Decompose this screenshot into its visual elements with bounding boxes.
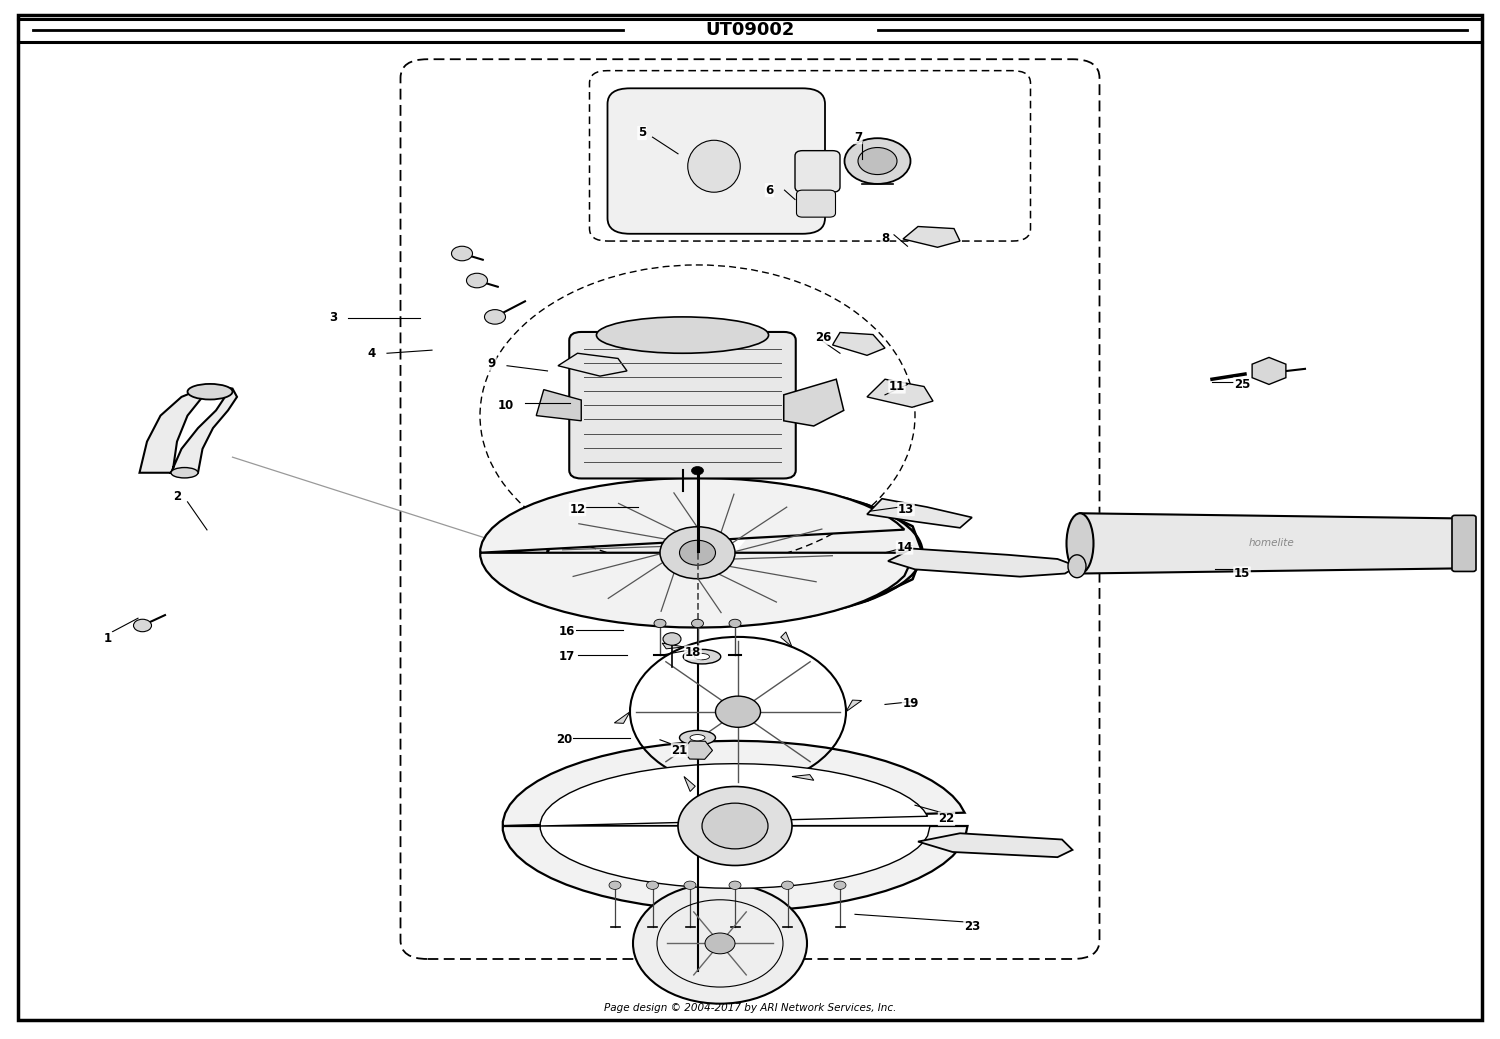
Ellipse shape bbox=[682, 649, 720, 664]
Polygon shape bbox=[558, 353, 627, 376]
FancyBboxPatch shape bbox=[795, 151, 840, 192]
Polygon shape bbox=[684, 776, 696, 792]
Text: 16: 16 bbox=[560, 625, 574, 638]
Ellipse shape bbox=[687, 140, 741, 192]
Circle shape bbox=[692, 467, 703, 475]
FancyBboxPatch shape bbox=[608, 88, 825, 234]
Text: 4: 4 bbox=[368, 347, 376, 359]
Text: 13: 13 bbox=[898, 503, 914, 515]
Circle shape bbox=[844, 138, 910, 184]
Text: 3: 3 bbox=[328, 312, 338, 324]
Ellipse shape bbox=[1068, 555, 1086, 578]
Circle shape bbox=[134, 619, 152, 632]
Text: ARI: ARI bbox=[608, 431, 952, 608]
Text: 15: 15 bbox=[1234, 567, 1250, 580]
Polygon shape bbox=[867, 379, 933, 407]
Circle shape bbox=[705, 933, 735, 954]
Text: 7: 7 bbox=[853, 131, 862, 143]
Text: 23: 23 bbox=[964, 921, 980, 933]
Ellipse shape bbox=[694, 654, 709, 660]
Polygon shape bbox=[662, 643, 684, 648]
Circle shape bbox=[609, 881, 621, 889]
Polygon shape bbox=[780, 632, 792, 647]
Text: 14: 14 bbox=[897, 541, 912, 554]
FancyBboxPatch shape bbox=[796, 190, 836, 217]
Text: 6: 6 bbox=[765, 184, 774, 196]
Circle shape bbox=[834, 881, 846, 889]
Polygon shape bbox=[918, 833, 1072, 857]
Circle shape bbox=[660, 527, 735, 579]
Text: 21: 21 bbox=[672, 744, 687, 756]
Polygon shape bbox=[140, 387, 237, 473]
Ellipse shape bbox=[690, 735, 705, 741]
Circle shape bbox=[702, 803, 768, 849]
Text: 18: 18 bbox=[686, 646, 700, 659]
Text: 12: 12 bbox=[570, 503, 585, 515]
Text: 17: 17 bbox=[560, 650, 574, 663]
Text: 1: 1 bbox=[104, 633, 112, 645]
FancyBboxPatch shape bbox=[18, 15, 1482, 1020]
Polygon shape bbox=[846, 700, 861, 712]
Circle shape bbox=[692, 619, 703, 628]
Text: Page design © 2004-2017 by ARI Network Services, Inc.: Page design © 2004-2017 by ARI Network S… bbox=[604, 1003, 896, 1013]
Circle shape bbox=[858, 148, 897, 175]
Circle shape bbox=[452, 246, 472, 261]
Polygon shape bbox=[888, 549, 1077, 577]
Circle shape bbox=[729, 619, 741, 628]
Ellipse shape bbox=[188, 384, 232, 400]
Text: 20: 20 bbox=[556, 734, 572, 746]
Polygon shape bbox=[1080, 513, 1462, 574]
Wedge shape bbox=[642, 423, 828, 553]
Polygon shape bbox=[615, 712, 630, 723]
Text: 9: 9 bbox=[488, 357, 496, 370]
Text: 10: 10 bbox=[498, 399, 513, 411]
Ellipse shape bbox=[680, 730, 716, 745]
Polygon shape bbox=[792, 775, 814, 780]
Text: 8: 8 bbox=[880, 233, 890, 245]
Text: 26: 26 bbox=[816, 331, 831, 344]
Circle shape bbox=[663, 633, 681, 645]
Polygon shape bbox=[783, 379, 843, 426]
Polygon shape bbox=[833, 332, 885, 355]
Polygon shape bbox=[503, 741, 968, 911]
FancyBboxPatch shape bbox=[570, 332, 795, 479]
Circle shape bbox=[782, 881, 794, 889]
Ellipse shape bbox=[597, 317, 768, 353]
Circle shape bbox=[633, 883, 807, 1004]
Polygon shape bbox=[537, 390, 582, 421]
FancyBboxPatch shape bbox=[590, 71, 1030, 241]
Polygon shape bbox=[903, 227, 960, 247]
FancyBboxPatch shape bbox=[1452, 515, 1476, 571]
Circle shape bbox=[484, 310, 506, 324]
Circle shape bbox=[716, 696, 760, 727]
Circle shape bbox=[678, 787, 792, 865]
Text: 22: 22 bbox=[939, 812, 954, 825]
Text: 19: 19 bbox=[903, 697, 918, 710]
Ellipse shape bbox=[1066, 513, 1094, 574]
Ellipse shape bbox=[171, 468, 198, 478]
Text: 25: 25 bbox=[1234, 378, 1250, 391]
Text: homelite: homelite bbox=[1250, 538, 1294, 549]
Polygon shape bbox=[867, 499, 972, 528]
Ellipse shape bbox=[549, 486, 921, 619]
Polygon shape bbox=[540, 764, 930, 888]
Text: 2: 2 bbox=[172, 490, 182, 503]
Circle shape bbox=[466, 273, 488, 288]
Text: UT09002: UT09002 bbox=[705, 21, 795, 39]
Circle shape bbox=[654, 619, 666, 628]
Polygon shape bbox=[480, 478, 915, 628]
Text: 11: 11 bbox=[890, 380, 904, 393]
Circle shape bbox=[646, 881, 658, 889]
Circle shape bbox=[680, 540, 716, 565]
Text: 5: 5 bbox=[638, 127, 646, 139]
Circle shape bbox=[684, 881, 696, 889]
Circle shape bbox=[729, 881, 741, 889]
